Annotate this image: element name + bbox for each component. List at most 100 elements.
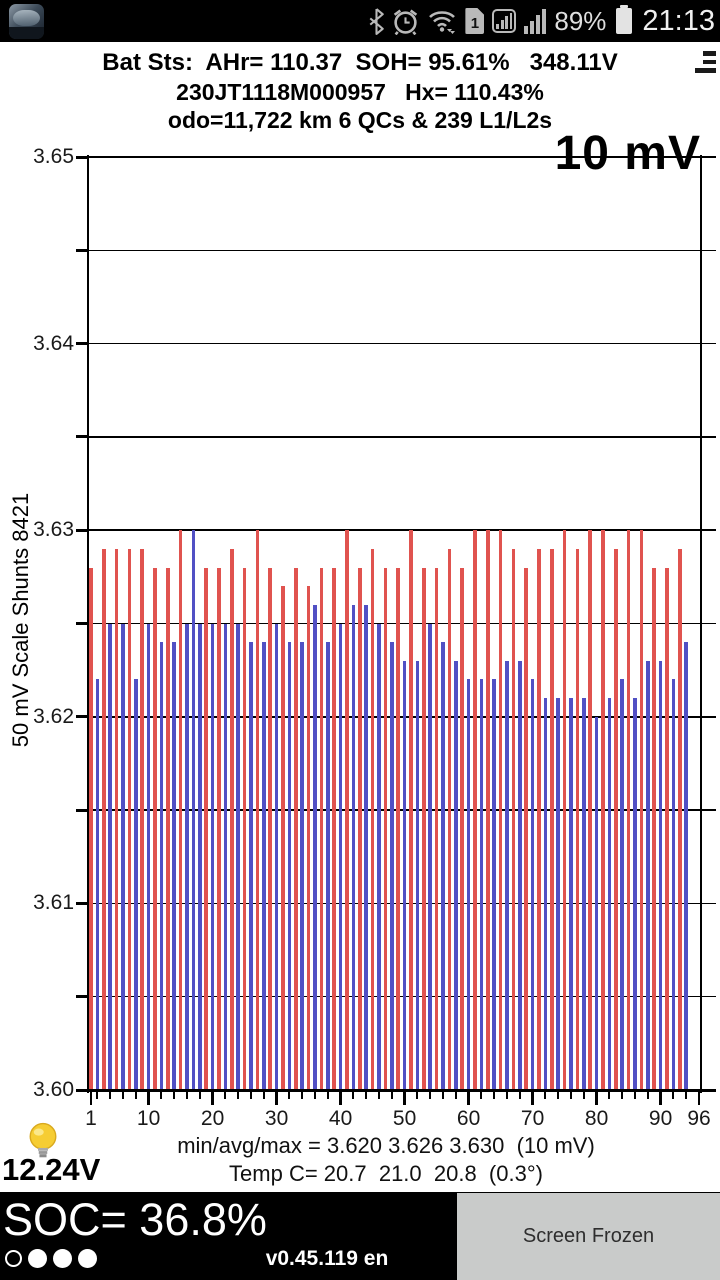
cell-voltage-bar <box>319 567 324 1090</box>
wifi-icon <box>429 10 456 34</box>
page-dot-hollow <box>5 1250 22 1267</box>
y-axis-tick-label: 3.62 <box>33 704 74 728</box>
x-axis-minor-tick <box>570 1092 572 1099</box>
x-axis-minor-tick <box>122 1092 124 1099</box>
x-axis-major-tick <box>531 1092 534 1105</box>
cell-voltage-bar <box>671 679 676 1090</box>
cell-voltage-bar <box>89 567 93 1090</box>
y-axis-tick <box>76 901 88 905</box>
x-axis-minor-tick <box>480 1092 483 1099</box>
x-axis-tick-label: 80 <box>584 1107 609 1130</box>
cell-voltage-bar <box>390 642 394 1090</box>
battery-status-line: Bat Sts: AHr= 110.37 SOH= 95.61% 348.11V <box>102 49 618 76</box>
cell-voltage-bar <box>217 567 221 1090</box>
status-icons: 1 89% 21:13 <box>369 0 715 42</box>
cell-voltage-bar <box>447 548 452 1090</box>
x-axis-minor-tick <box>301 1092 304 1099</box>
cell-voltage-bar <box>691 549 695 1090</box>
cell-voltage-bar <box>185 623 189 1090</box>
x-axis-minor-tick <box>557 1092 560 1099</box>
x-axis-minor-tick <box>454 1092 457 1099</box>
x-axis-minor-tick <box>160 1092 163 1099</box>
cell-voltage-bar <box>646 660 650 1090</box>
cell-voltage-bar <box>601 530 605 1090</box>
x-axis-minor-tick <box>672 1092 675 1099</box>
cell-voltage-bar <box>358 567 362 1090</box>
x-axis-minor-tick <box>442 1092 444 1099</box>
cell-voltage-bar <box>479 679 484 1090</box>
x-axis-minor-tick <box>288 1092 291 1099</box>
y-axis-tick <box>76 622 88 625</box>
y-axis-tick <box>76 1088 88 1092</box>
gridline <box>88 249 716 252</box>
cell-voltage-bar <box>338 623 343 1090</box>
x-axis-minor-tick <box>646 1092 649 1099</box>
app-version-text: v0.45.119 en <box>265 1247 389 1270</box>
x-axis-major-tick <box>275 1092 278 1105</box>
cell-voltage-bar <box>614 548 618 1090</box>
cell-voltage-bar <box>300 642 304 1090</box>
x-axis-minor-tick <box>378 1092 380 1099</box>
screen-frozen-button[interactable]: Screen Frozen <box>457 1193 720 1280</box>
cell-voltage-bar <box>255 530 260 1090</box>
x-axis-minor-tick <box>390 1092 393 1099</box>
y-axis-line <box>86 155 89 1093</box>
cell-voltage-bar <box>249 642 253 1090</box>
cell-voltage-bar <box>473 530 477 1090</box>
cell-voltage-bar <box>351 604 356 1090</box>
x-axis-major-tick <box>339 1092 342 1105</box>
cell-voltage-bar <box>274 623 279 1090</box>
odometer-line: odo=11,722 km 6 QCs & 239 L1/L2s <box>167 107 553 133</box>
cell-voltage-bar <box>518 660 522 1090</box>
x-axis-tick-label: 96 <box>687 1107 711 1130</box>
x-axis-line <box>88 1089 716 1092</box>
cell-voltage-bar <box>498 530 503 1090</box>
gridline <box>88 902 716 905</box>
bottom-bar: SOC= 36.8% v0.45.119 en Screen Frozen <box>0 1192 720 1280</box>
menu-icon[interactable] <box>694 51 716 75</box>
x-axis-minor-tick <box>314 1092 316 1099</box>
x-axis-minor-tick <box>237 1092 240 1099</box>
temperature-line: Temp C= 20.7 21.0 20.8 (0.3°) <box>229 1161 543 1186</box>
page-indicator-dots[interactable] <box>5 1249 97 1268</box>
y-axis-tick <box>76 342 88 346</box>
gridline <box>88 529 716 531</box>
y-axis-tick <box>76 715 88 719</box>
cell-voltage-bar <box>569 698 573 1090</box>
x-axis-major-tick <box>89 1092 93 1105</box>
cell-voltage-bar <box>242 567 247 1090</box>
page-dot <box>78 1249 97 1268</box>
bulb-icon[interactable] <box>26 1122 60 1162</box>
cell-voltage-bar <box>172 642 176 1090</box>
x-axis-minor-tick <box>493 1092 496 1099</box>
cell-voltage-bar <box>364 604 368 1090</box>
cell-voltage-bar <box>550 548 554 1090</box>
cell-voltage-bar <box>236 623 240 1090</box>
soc-text: SOC= 36.8% <box>3 1194 267 1245</box>
cell-voltage-bar <box>530 679 535 1090</box>
cell-voltage-bar <box>620 679 624 1090</box>
cell-voltage-bar <box>633 698 637 1090</box>
x-axis-minor-tick <box>250 1092 252 1099</box>
cell-voltage-bar <box>166 567 170 1090</box>
x-axis-minor-tick <box>582 1092 585 1099</box>
app-icon-art-base <box>9 27 44 39</box>
cell-voltage-bar <box>268 567 272 1090</box>
x-axis-major-tick <box>211 1092 214 1105</box>
cell-voltage-bar <box>434 567 439 1090</box>
cell-voltage-bar <box>524 567 528 1090</box>
x-axis-tick-label: 30 <box>264 1107 289 1130</box>
y-axis-tick <box>76 435 88 439</box>
cell-voltage-bar <box>556 698 560 1090</box>
x-axis-tick-label: 50 <box>392 1107 417 1130</box>
cell-voltage-bar <box>102 548 106 1090</box>
x-axis-tick-label: 60 <box>456 1107 481 1130</box>
x-axis-minor-tick <box>634 1092 636 1099</box>
gridline <box>88 156 716 158</box>
y-axis-tick <box>76 995 88 999</box>
cell-voltage-bar <box>543 698 548 1090</box>
vin-hx-line: 230JT1118M000957 Hx= 110.43% <box>176 79 544 105</box>
x-axis-major-tick <box>147 1092 150 1105</box>
cell-signal-icon <box>524 8 547 34</box>
